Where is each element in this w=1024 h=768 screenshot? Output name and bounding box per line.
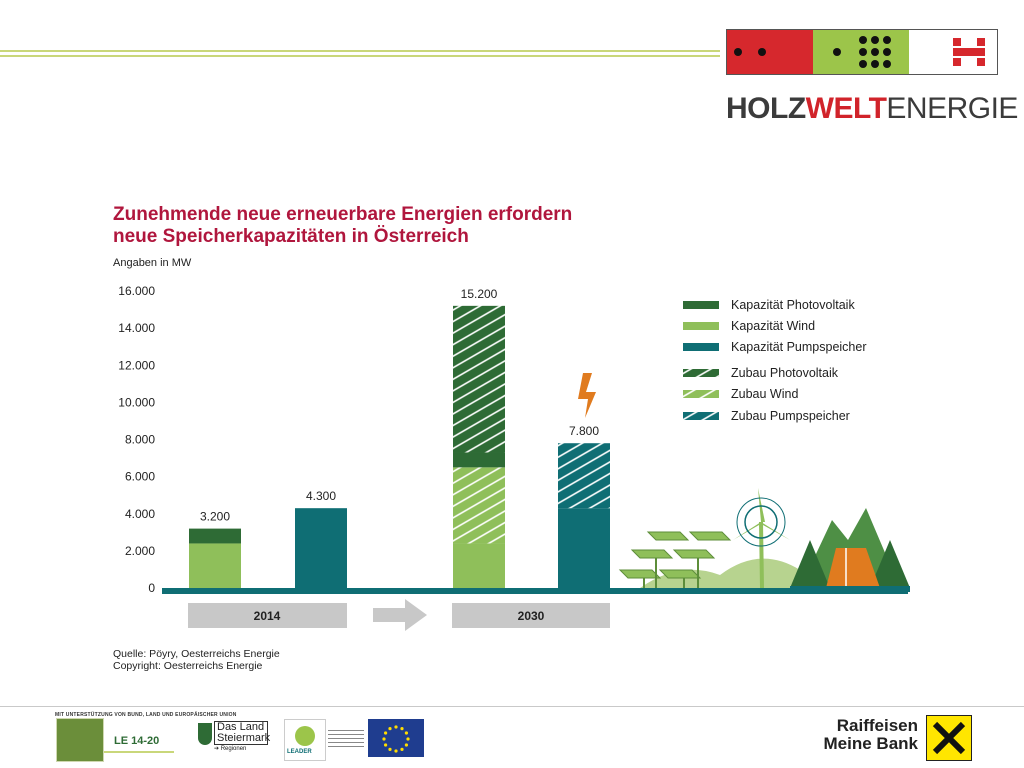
chart-title-line-2: neue Speicherkapazitäten in Österreich — [113, 226, 469, 247]
eafrd-text-block — [328, 727, 364, 755]
steiermark-crest-icon — [198, 723, 212, 745]
legend-swatch — [683, 412, 719, 420]
legend-swatch — [683, 322, 719, 330]
legend-item-label: Kapazität Wind — [731, 319, 815, 333]
brand-part-welt: WELT — [805, 92, 887, 125]
wind-turbine-icon — [733, 488, 790, 589]
category-box-2014 — [188, 603, 347, 628]
chart-unit-label: Angaben in MW — [113, 257, 192, 269]
category-box-2030 — [452, 603, 610, 628]
bar-total-label: 7.800 — [569, 424, 599, 438]
raiffeisen-line-1: Raiffeisen — [836, 716, 918, 735]
bar-total-label: 3.200 — [200, 510, 230, 524]
chart-title: Zunehmende neue erneuerbare Energien erf… — [113, 204, 633, 248]
x-axis-baseline — [162, 588, 908, 594]
raiffeisen-wordmark: Raiffeisen Meine Bank — [820, 717, 918, 753]
chart-title-line-1: Zunehmende neue erneuerbare Energien erf… — [113, 204, 573, 225]
funding-caption: MIT UNTERSTÜTZUNG VON BUND, LAND UND EUR… — [55, 712, 237, 718]
bar-segment — [189, 528, 241, 544]
bar-segment — [453, 305, 505, 453]
bar-segment — [453, 467, 505, 544]
bar-segment — [295, 508, 347, 588]
y-tick-label: 8.000 — [125, 433, 155, 447]
raiffeisen-line-2: Meine Bank — [823, 734, 918, 753]
steiermark-line-2: Steiermark — [214, 733, 270, 745]
legend: Kapazität Photovoltaik Kapazität Wind Kapa… — [683, 298, 867, 423]
arrow-right-icon — [373, 599, 427, 631]
bar-segment — [558, 443, 610, 509]
logo-red-segment — [727, 30, 813, 74]
le-14-20-label: LE 14-20 — [114, 735, 160, 747]
y-tick-label: 16.000 — [118, 284, 155, 298]
logo-green-segment — [813, 30, 909, 74]
category-label-2030: 2030 — [518, 609, 545, 623]
brand-wordmark: HOLZWELTENERGIE — [726, 92, 1018, 126]
steiermark-line-1: Das Land — [214, 721, 268, 733]
legend-item-label: Zubau Wind — [731, 387, 798, 401]
legend-item-label: Zubau Pumpspeicher — [731, 409, 850, 423]
steiermark-logo: Das Land Steiermark ➔ Regionen — [214, 721, 270, 754]
leader-logo: LEADER — [284, 719, 326, 761]
legend-item-label: Kapazität Pumpspeicher — [731, 340, 867, 354]
eu-flag-icon — [368, 719, 424, 757]
legend-swatch — [683, 390, 719, 398]
leader-label: LEADER — [287, 749, 312, 755]
logo-white-segment — [909, 30, 997, 74]
legend-item-label: Zubau Photovoltaik — [731, 366, 839, 380]
raiffeisen-gable-cross-icon — [926, 715, 972, 761]
chart-source: Quelle: Pöyry, Oesterreichs Energie Copy… — [113, 648, 280, 672]
y-tick-label: 14.000 — [118, 321, 155, 335]
y-tick-label: 12.000 — [118, 358, 155, 372]
y-tick-label: 6.000 — [125, 470, 155, 484]
bar-total-labels: 3.200 4.300 15.200 7.800 — [200, 287, 599, 524]
solar-panels-icon — [618, 531, 732, 588]
y-tick-label: 0 — [148, 581, 155, 595]
header-rule-bottom — [0, 55, 720, 57]
bar-segment — [453, 543, 505, 588]
bars — [189, 305, 610, 588]
brand-part-energie: ENERGIE — [886, 92, 1018, 125]
bar-segment — [558, 508, 610, 588]
ministry-logo — [56, 718, 104, 762]
bar-segment — [189, 543, 241, 588]
category-label-2014: 2014 — [254, 609, 281, 623]
energy-landscape-illustration — [618, 488, 910, 592]
holzweltenergie-logo-graphic — [726, 29, 998, 75]
y-tick-label: 2.000 — [125, 544, 155, 558]
eu-stars — [382, 725, 410, 753]
brand-part-holz: HOLZ — [726, 92, 806, 125]
y-axis-ticks: 0 2.000 4.000 6.000 8.000 10.000 12.000 14.000 1… — [118, 284, 155, 595]
bar-chart: 0 2.000 4.000 6.000 8.000 10.000 12.000 14.000 1… — [118, 284, 910, 631]
le-14-20-logo: LE 14-20 — [104, 735, 174, 759]
legend-swatch — [683, 301, 719, 309]
pumped-storage-mountain-icon — [790, 508, 910, 592]
legend-swatch — [683, 343, 719, 351]
copyright-line: Copyright: Oesterreichs Energie — [113, 660, 263, 672]
bar-total-label: 15.200 — [461, 287, 498, 301]
y-tick-label: 4.000 — [125, 507, 155, 521]
source-line: Quelle: Pöyry, Oesterreichs Energie — [113, 648, 280, 660]
bar-total-label: 4.300 — [306, 489, 336, 503]
legend-swatch — [683, 369, 719, 377]
lightning-icon — [578, 373, 596, 418]
legend-item-label: Kapazität Photovoltaik — [731, 298, 855, 312]
header-rule-top — [0, 50, 720, 52]
bar-segment — [453, 452, 505, 468]
footer-divider — [0, 706, 1024, 707]
steiermark-line-3: ➔ Regionen — [214, 746, 247, 752]
y-tick-label: 10.000 — [118, 395, 155, 409]
